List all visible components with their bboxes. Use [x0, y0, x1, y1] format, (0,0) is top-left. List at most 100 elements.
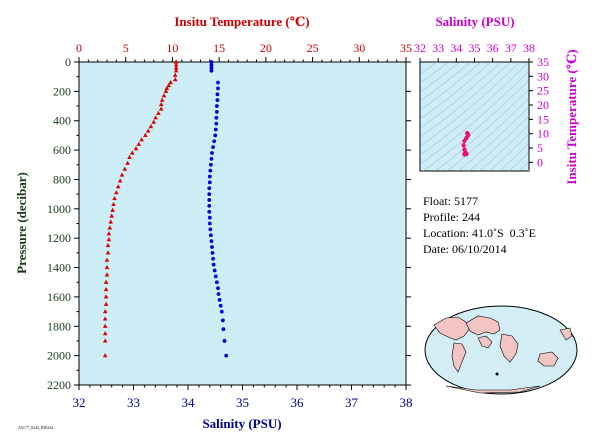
temperature-point — [158, 101, 164, 107]
salinity-point — [214, 110, 219, 114]
temperature-point — [173, 59, 179, 64]
ts-temperature-tick-label: 0 — [537, 155, 543, 169]
density-contour — [489, 133, 529, 171]
pressure-tick-label: 0 — [65, 55, 71, 69]
temperature-point — [127, 154, 132, 160]
temperature-point — [104, 272, 110, 277]
density-contour — [420, 62, 471, 102]
salinity-point — [208, 233, 213, 238]
profile-number: Profile: 244 — [423, 210, 480, 224]
ts-salinity-tick-label: 38 — [523, 41, 535, 55]
temperature-point — [102, 331, 108, 336]
salinity-point — [216, 292, 221, 296]
main-chart: 0 5 10 15 20 25 30 35 32 33 34 35 36 37 38 0 200 400 600… — [14, 14, 413, 431]
ts-salinity-tick-label: 37 — [505, 41, 517, 55]
pressure-tick-label: 200 — [53, 84, 71, 98]
salinity-point — [211, 145, 215, 150]
ts-temperature-tick-label: 30 — [537, 69, 549, 83]
salinity-point — [211, 256, 215, 261]
density-contour — [420, 62, 482, 111]
salinity-point — [207, 186, 212, 191]
salinity-point — [214, 104, 219, 108]
density-contour — [420, 62, 449, 84]
pressure-tick-label: 1000 — [47, 202, 71, 216]
temperature-point — [164, 85, 170, 91]
salinity-series — [207, 60, 229, 358]
temperature-point — [148, 124, 154, 129]
salinity-tick-label: 36 — [291, 395, 305, 410]
temperature-point — [102, 323, 108, 328]
temperature-series — [102, 59, 179, 358]
density-contour — [420, 70, 529, 165]
pressure-tick-label: 2200 — [47, 378, 71, 392]
temperature-point — [156, 110, 161, 115]
temperature-point — [139, 137, 144, 142]
salinity-point — [207, 180, 212, 185]
salinity-point — [218, 303, 223, 308]
salinity-point — [212, 139, 217, 144]
footnote: A5177_0244_ID0244 — [18, 425, 54, 430]
temperature-point — [172, 77, 178, 82]
salinity-point — [207, 192, 212, 197]
density-contour — [458, 106, 529, 171]
temperature-axis-label: Insitu Temperature (℃) — [174, 14, 309, 29]
location: Location: 41.0˚S 0.3˚E — [423, 226, 536, 240]
salinity-axis-label: Salinity (PSU) — [202, 416, 281, 431]
salinity-point — [209, 65, 214, 70]
temperature-point — [145, 128, 151, 133]
salinity-point — [213, 133, 218, 138]
world-map — [424, 305, 578, 395]
pressure-tick-label: 1400 — [47, 261, 71, 275]
density-contour — [420, 62, 438, 75]
temperature-point — [172, 72, 178, 77]
salinity-point — [208, 227, 213, 232]
temperature-tick-label: 20 — [260, 41, 272, 55]
salinity-point — [224, 353, 229, 358]
density-contour — [518, 160, 529, 171]
pressure-tick-label: 1200 — [47, 231, 71, 245]
salinity-point — [213, 127, 218, 132]
temperature-point — [159, 97, 165, 102]
salinity-tick-label: 34 — [182, 395, 196, 410]
salinity-point — [214, 280, 219, 285]
salinity-point — [207, 209, 212, 214]
density-contour — [422, 79, 529, 171]
salinity-point — [220, 318, 225, 323]
ts-salinity-tick-label: 32 — [414, 41, 426, 55]
temperature-point — [117, 178, 123, 183]
temperature-point — [122, 166, 128, 171]
salinity-tick-label: 37 — [345, 395, 359, 410]
salinity-point — [210, 151, 214, 155]
temperature-point — [168, 79, 173, 85]
temperature-point — [125, 160, 130, 165]
temperature-point — [136, 141, 142, 146]
main-plot-area — [78, 61, 407, 386]
salinity-point — [213, 274, 218, 279]
temperature-point — [173, 68, 179, 73]
temperature-point — [103, 301, 109, 306]
density-contour — [434, 88, 529, 171]
temperature-point — [106, 231, 112, 236]
temperature-axis: 0 5 10 15 20 25 30 35 — [76, 41, 412, 62]
salinity-tick-label: 33 — [127, 395, 140, 410]
temperature-point — [129, 150, 135, 155]
temperature-point — [102, 353, 108, 358]
temperature-point — [103, 279, 109, 284]
temperature-point — [173, 62, 179, 67]
temperature-point — [158, 106, 164, 111]
salinity-point — [208, 162, 213, 167]
temperature-point — [115, 184, 121, 189]
temperature-tick-label: 0 — [76, 41, 82, 55]
salinity-point — [212, 268, 217, 273]
temperature-point — [163, 88, 169, 93]
temperature-point — [151, 119, 157, 124]
salinity-point — [207, 215, 212, 220]
ts-temperature-tick-label: 25 — [537, 84, 549, 98]
salinity-point — [207, 221, 212, 226]
temperature-point — [104, 257, 110, 262]
salinity-point — [215, 98, 220, 103]
temperature-point — [102, 316, 108, 321]
ts-point — [461, 142, 466, 148]
density-contour — [479, 124, 529, 171]
